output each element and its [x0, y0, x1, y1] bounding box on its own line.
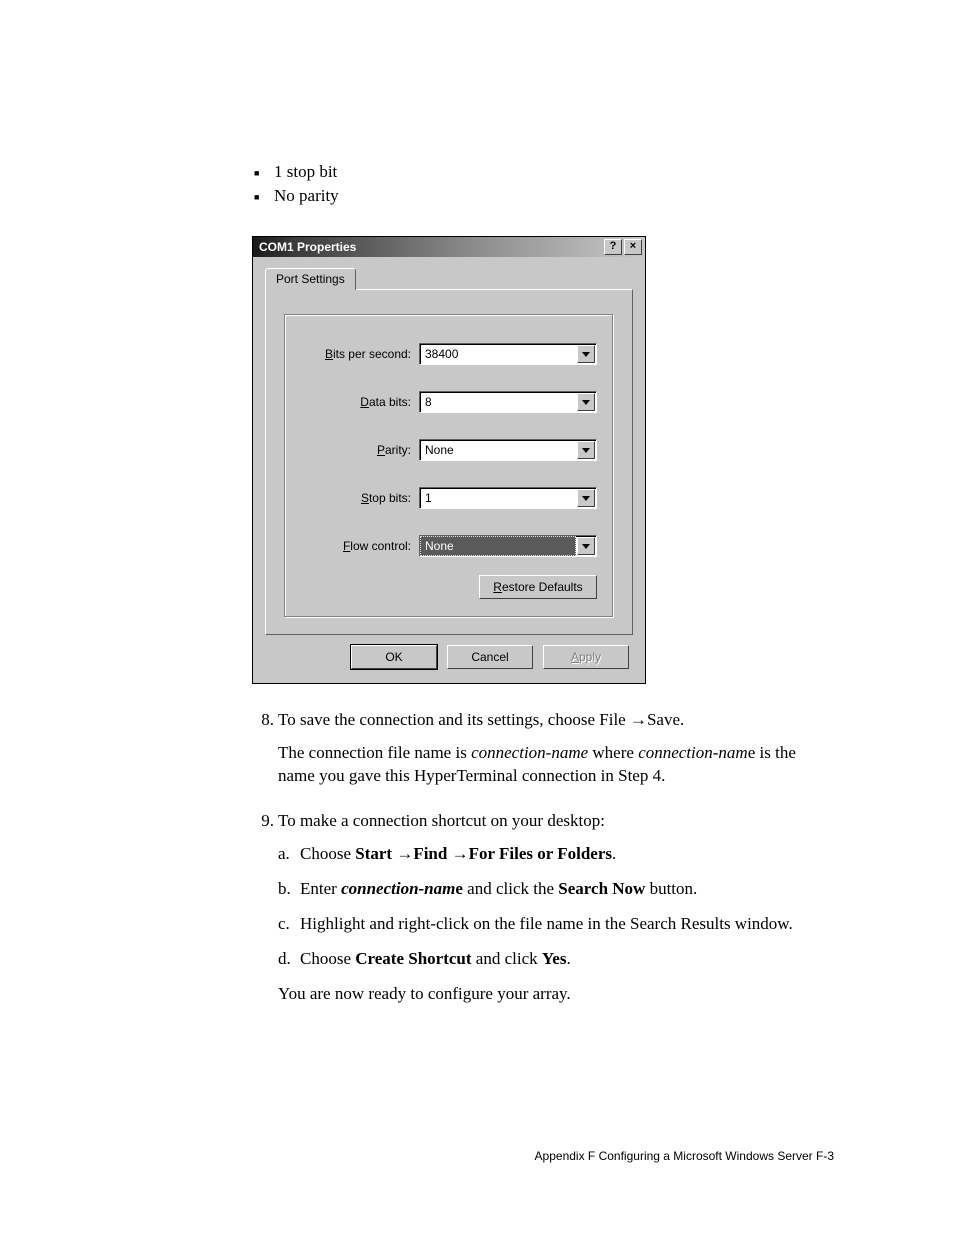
substep-letter: c. [278, 912, 300, 935]
step-number: 9. [254, 809, 278, 1015]
flow-control-label: Flow control: [301, 539, 419, 553]
stop-bits-select[interactable]: 1 [419, 487, 597, 509]
dropdown-icon[interactable] [577, 489, 595, 507]
tab-panel: Bits per second: 38400 Data bits: 8 [265, 289, 633, 635]
stop-bits-label: Stop bits: [301, 491, 419, 505]
data-bits-label: Data bits: [301, 395, 419, 409]
step-9: 9. To make a connection shortcut on your… [254, 809, 834, 1015]
flow-control-value: None [420, 536, 576, 556]
dropdown-icon[interactable] [577, 537, 595, 555]
substep-text: Choose Start →Find →For Files or Folders… [300, 842, 834, 865]
substep-b: b. Enter connection-name and click the S… [278, 877, 834, 900]
flow-control-select[interactable]: None [419, 535, 597, 557]
parity-label: Parity: [301, 443, 419, 457]
bullet-list: 1 stop bit No parity [254, 160, 834, 208]
step-text: To save the connection and its settings,… [278, 708, 834, 731]
bps-value: 38400 [420, 344, 576, 364]
bullet-item: No parity [254, 184, 834, 208]
dropdown-icon[interactable] [577, 345, 595, 363]
step-8: 8. To save the connection and its settin… [254, 708, 834, 797]
data-bits-value: 8 [420, 392, 576, 412]
stop-bits-value: 1 [420, 488, 576, 508]
bps-select[interactable]: 38400 [419, 343, 597, 365]
substep-text: Highlight and right-click on the file na… [300, 912, 834, 935]
com1-properties-dialog: COM1 Properties ? × Port Settings Bits p… [252, 236, 646, 684]
tab-port-settings[interactable]: Port Settings [265, 268, 356, 290]
data-bits-select[interactable]: 8 [419, 391, 597, 413]
titlebar: COM1 Properties ? × [253, 237, 645, 257]
apply-button[interactable]: Apply [543, 645, 629, 669]
substep-text: Choose Create Shortcut and click Yes. [300, 947, 834, 970]
port-settings-group: Bits per second: 38400 Data bits: 8 [284, 314, 614, 618]
close-button[interactable]: × [624, 239, 642, 255]
restore-defaults-button[interactable]: Restore Defaults [479, 575, 597, 599]
parity-select[interactable]: None [419, 439, 597, 461]
cancel-button[interactable]: Cancel [447, 645, 533, 669]
step-text: You are now ready to configure your arra… [278, 982, 834, 1005]
substep-letter: b. [278, 877, 300, 900]
parity-value: None [420, 440, 576, 460]
help-button[interactable]: ? [604, 239, 622, 255]
step-number: 8. [254, 708, 278, 797]
substep-c: c. Highlight and right-click on the file… [278, 912, 834, 935]
page-footer: Appendix F Configuring a Microsoft Windo… [535, 1149, 834, 1163]
substep-a: a. Choose Start →Find →For Files or Fold… [278, 842, 834, 865]
substep-letter: a. [278, 842, 300, 865]
substep-letter: d. [278, 947, 300, 970]
dialog-title: COM1 Properties [259, 240, 602, 254]
bullet-item: 1 stop bit [254, 160, 834, 184]
dropdown-icon[interactable] [577, 393, 595, 411]
bps-label: Bits per second: [301, 347, 419, 361]
ok-button[interactable]: OK [351, 645, 437, 669]
dropdown-icon[interactable] [577, 441, 595, 459]
substep-d: d. Choose Create Shortcut and click Yes. [278, 947, 834, 970]
step-text: To make a connection shortcut on your de… [278, 809, 834, 832]
substep-text: Enter connection-name and click the Sear… [300, 877, 834, 900]
step-text: The connection file name is connection-n… [278, 741, 834, 787]
